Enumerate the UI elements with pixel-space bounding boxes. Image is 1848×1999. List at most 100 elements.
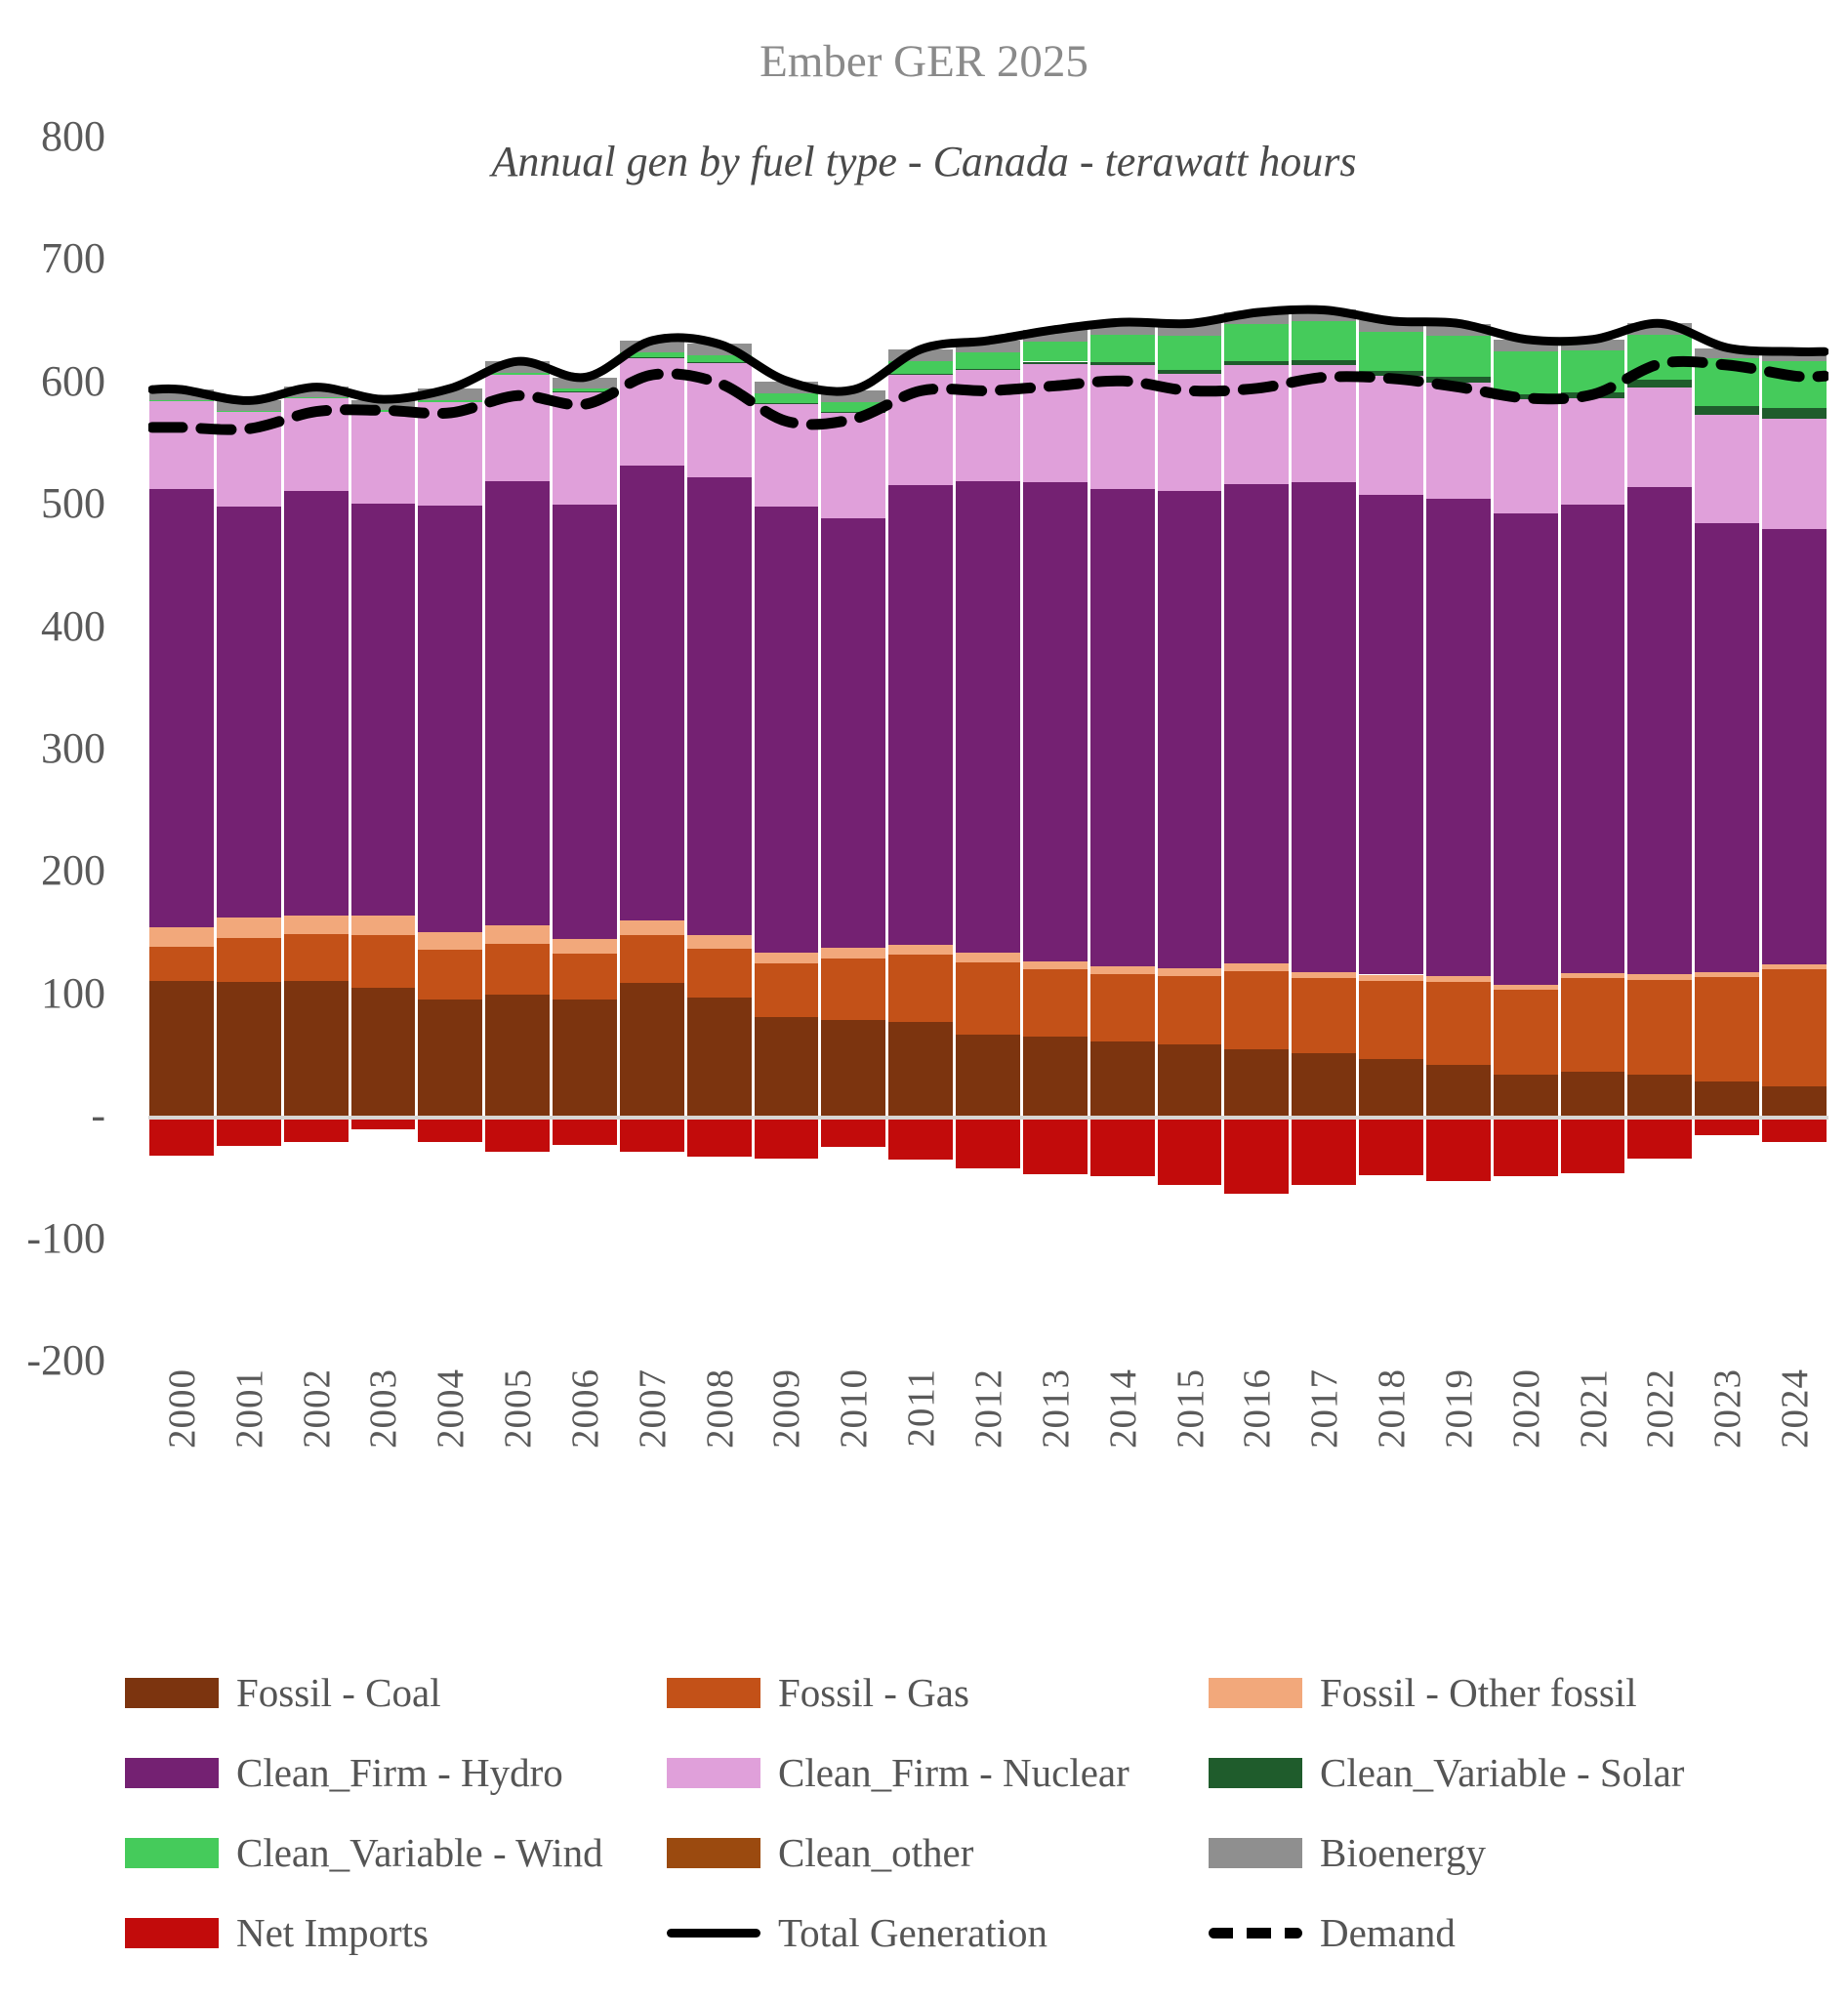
- bar-segment-clean-firm-hydro: [1292, 482, 1357, 972]
- y-tick-label: 600: [41, 356, 105, 405]
- bar-segment-fossil-coal: [149, 980, 214, 1119]
- bar-segment-clean-firm-hydro: [888, 484, 954, 946]
- bar-segment-net-imports: [149, 1118, 214, 1157]
- legend-item-clean-firm-nuclear: Clean_Firm - Nuclear: [667, 1750, 1129, 1795]
- bar-year-2003: [350, 139, 418, 1363]
- legend-item-fossil-gas: Fossil - Gas: [667, 1670, 969, 1715]
- legend-item-demand: Demand: [1209, 1910, 1456, 1955]
- bar-segment-fossil-other-fossil: [1425, 975, 1491, 983]
- bar-segment-clean-variable-solar: [956, 368, 1020, 371]
- bar-year-2023: [1694, 139, 1761, 1363]
- bar-segment-bioenergy: [485, 361, 551, 373]
- bar-segment-clean-firm-nuclear: [1762, 419, 1827, 530]
- y-tick-label: 500: [41, 479, 105, 528]
- bar-year-2021: [1560, 139, 1627, 1363]
- bar-segment-clean-firm-hydro: [1359, 494, 1423, 975]
- bar-segment-fossil-gas: [283, 934, 349, 981]
- bar-segment-net-imports: [1425, 1118, 1491, 1182]
- x-tick-label-2005: 2005: [497, 1368, 540, 1448]
- bar-segment-net-imports: [485, 1118, 551, 1153]
- bar-segment-fossil-other-fossil: [754, 952, 819, 964]
- bar-segment-clean-firm-hydro: [686, 477, 752, 936]
- bar-segment-fossil-other-fossil: [216, 917, 281, 938]
- bar-segment-clean-firm-nuclear: [418, 401, 483, 507]
- zero-axis-line: [148, 1116, 1828, 1120]
- bar-segment-clean-variable-wind: [1292, 321, 1357, 361]
- bar-segment-fossil-other-fossil: [1627, 974, 1693, 980]
- bar-segment-fossil-coal: [1560, 1071, 1625, 1119]
- bar-segment-fossil-coal: [283, 980, 349, 1119]
- bar-segment-fossil-coal: [418, 999, 483, 1119]
- legend-label: Net Imports: [236, 1910, 429, 1955]
- bar-segment-fossil-other-fossil: [1493, 984, 1558, 990]
- bar-segment-clean-variable-solar: [1425, 377, 1491, 383]
- bar-segment-clean-firm-nuclear: [149, 400, 214, 489]
- bar-segment-fossil-coal: [686, 998, 752, 1119]
- bar-segment-fossil-coal: [1425, 1065, 1491, 1119]
- bar-segment-bioenergy: [821, 389, 886, 402]
- x-tick-label-2023: 2023: [1706, 1368, 1749, 1448]
- bar-segment-clean-variable-wind: [1224, 324, 1290, 361]
- legend-label: Clean_Variable - Wind: [236, 1830, 603, 1875]
- x-tick-label-2007: 2007: [631, 1368, 674, 1448]
- bar-segment-bioenergy: [1762, 351, 1827, 362]
- bar-segment-fossil-other-fossil: [283, 916, 349, 935]
- bar-segment-fossil-other-fossil: [350, 916, 416, 936]
- bar-segment-fossil-gas: [1089, 974, 1155, 1042]
- bar-segment-fossil-coal: [754, 1017, 819, 1119]
- y-tick-label: 700: [41, 234, 105, 283]
- bar-segment-fossil-gas: [485, 944, 551, 995]
- bar-segment-bioenergy: [888, 349, 954, 362]
- bar-year-2011: [887, 139, 955, 1363]
- legend-item-fossil-other-fossil: Fossil - Other fossil: [1209, 1670, 1637, 1715]
- bar-segment-bioenergy: [350, 399, 416, 411]
- bar-segment-clean-firm-nuclear: [1695, 415, 1760, 523]
- y-tick-label: 300: [41, 724, 105, 772]
- bar-segment-fossil-other-fossil: [1292, 971, 1357, 979]
- bar-segment-clean-firm-hydro: [821, 517, 886, 948]
- bar-segment-clean-firm-hydro: [1224, 483, 1290, 964]
- legend-swatch-total-generation: [667, 1928, 760, 1938]
- legend-swatch-clean-variable-wind: [125, 1837, 219, 1868]
- y-tick-label: -: [91, 1091, 105, 1140]
- y-tick-label: 200: [41, 846, 105, 895]
- bar-segment-net-imports: [686, 1118, 752, 1158]
- bar-segment-net-imports: [1157, 1118, 1222, 1186]
- bar-year-2012: [955, 139, 1022, 1363]
- bar-segment-clean-firm-nuclear: [553, 391, 617, 505]
- bar-segment-clean-firm-hydro: [956, 481, 1020, 953]
- bar-segment-clean-variable-wind: [1425, 335, 1491, 378]
- legend-swatch-clean-firm-nuclear: [667, 1757, 760, 1788]
- x-tick-label-2001: 2001: [227, 1368, 270, 1448]
- bar-year-2010: [820, 139, 887, 1363]
- bar-segment-clean-variable-wind: [1359, 332, 1423, 372]
- bar-segment-fossil-gas: [1560, 978, 1625, 1072]
- bar-segment-bioenergy: [1425, 323, 1491, 336]
- line-demand: [148, 355, 1828, 435]
- bar-segment-fossil-other-fossil: [1157, 968, 1222, 976]
- bar-segment-fossil-coal: [821, 1019, 886, 1119]
- bar-segment-clean-firm-hydro: [619, 465, 684, 921]
- x-tick-label-2009: 2009: [765, 1368, 808, 1448]
- bar-segment-bioenergy: [553, 377, 617, 388]
- legend-label: Clean_Firm - Hydro: [236, 1750, 563, 1795]
- bar-segment-clean-firm-hydro: [553, 504, 617, 940]
- bar-segment-clean-variable-solar: [1224, 360, 1290, 365]
- bar-segment-net-imports: [350, 1118, 416, 1129]
- bar-segment-fossil-gas: [418, 950, 483, 1000]
- bar-year-2018: [1358, 139, 1425, 1363]
- bar-segment-fossil-other-fossil: [1762, 964, 1827, 970]
- x-tick-label-2018: 2018: [1371, 1368, 1414, 1448]
- x-tick-label-2008: 2008: [698, 1368, 741, 1448]
- bar-segment-bioenergy: [1627, 323, 1693, 335]
- bar-segment-fossil-gas: [1292, 978, 1357, 1053]
- bar-segment-clean-variable-wind: [821, 401, 886, 413]
- legend-item-clean-variable-solar: Clean_Variable - Solar: [1209, 1750, 1684, 1795]
- bar-year-2017: [1291, 139, 1358, 1363]
- bar-segment-clean-variable-solar: [1627, 380, 1693, 388]
- bar-segment-bioenergy: [1224, 312, 1290, 325]
- bar-segment-clean-firm-nuclear: [350, 411, 416, 504]
- bar-segment-net-imports: [956, 1118, 1020, 1168]
- legend-label: Fossil - Other fossil: [1320, 1670, 1637, 1715]
- chart-title: Ember GER 2025: [760, 36, 1088, 87]
